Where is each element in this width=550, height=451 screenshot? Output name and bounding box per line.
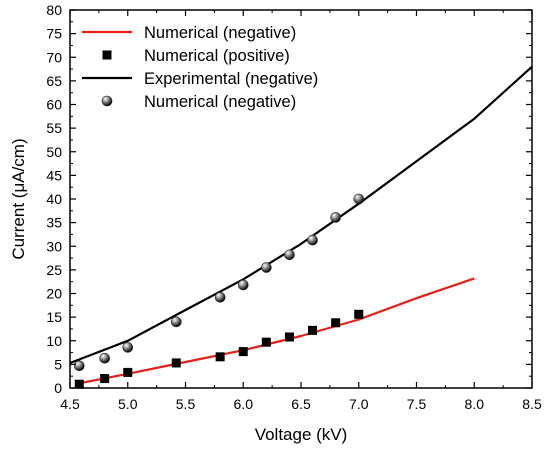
series-3: [73, 193, 365, 372]
x-tick-label: 7.0: [349, 396, 369, 412]
legend: Numerical (negative) Numerical (positive)…: [82, 24, 318, 111]
y-tick-label: 20: [46, 286, 62, 302]
x-tick-label: 5.5: [176, 396, 196, 412]
data-point-sphere: [170, 316, 182, 328]
legend-label: Experimental (negative): [144, 70, 318, 88]
x-tick-label: 5.0: [118, 396, 138, 412]
data-point-square: [354, 309, 364, 319]
x-tick-label: 4.5: [60, 396, 80, 412]
y-tick-label: 75: [46, 26, 62, 42]
x-tick-label: 6.5: [291, 396, 311, 412]
series-line: [78, 277, 475, 385]
y-tick-label: 15: [46, 309, 62, 325]
legend-label: Numerical (positive): [144, 47, 290, 65]
series-1: [74, 309, 364, 389]
y-tick-label: 65: [46, 73, 62, 89]
data-point-square: [284, 332, 294, 342]
x-tick-label: 7.5: [407, 396, 427, 412]
y-tick-label: 10: [46, 333, 62, 349]
data-point-square: [74, 379, 84, 389]
y-tick-label: 30: [46, 238, 62, 254]
data-point-square: [308, 325, 318, 335]
legend-square-marker: [102, 50, 112, 60]
data-point-sphere: [99, 352, 110, 364]
x-axis-title: Voltage (kV): [255, 425, 348, 444]
data-point-square: [261, 337, 271, 347]
data-point-square: [215, 352, 225, 362]
data-point-square: [123, 367, 133, 377]
y-tick-label: 80: [46, 2, 62, 18]
data-point-sphere: [330, 212, 341, 223]
y-tick-label: 70: [46, 49, 62, 65]
x-tick-label: 8.0: [465, 396, 485, 412]
y-tick-label: 35: [46, 215, 62, 231]
x-tick-label: 6.0: [234, 396, 254, 412]
legend-label: Numerical (negative): [144, 93, 296, 111]
y-tick-label: 0: [54, 380, 62, 396]
data-point-square: [100, 374, 110, 384]
data-point-sphere: [73, 360, 85, 372]
plot-marks: [69, 65, 533, 389]
axes: 4.5 5.0 5.5 6.0 6.5 7.0 7.5 8.0 8.5 0 5 10 15 20 25 30 3…: [46, 2, 542, 412]
y-tick-label: 60: [46, 97, 62, 113]
series-0: [78, 277, 475, 385]
y-tick-label: 40: [46, 191, 62, 207]
data-point-sphere: [237, 279, 249, 291]
data-point-sphere: [214, 291, 226, 303]
y-tick-label: 55: [46, 120, 62, 136]
data-point-sphere: [307, 234, 318, 246]
data-point-sphere: [284, 249, 295, 261]
data-point-square: [238, 347, 248, 357]
y-axis-title: Current (μA/cm): [9, 138, 28, 259]
data-point-sphere: [122, 342, 134, 353]
data-point-sphere: [353, 193, 365, 205]
series-line: [69, 65, 533, 365]
y-tick-label: 25: [46, 262, 62, 278]
y-tick-label: 5: [54, 356, 62, 372]
series-2: [69, 65, 533, 365]
data-point-square: [171, 358, 181, 368]
y-tick-label: 45: [46, 167, 62, 183]
x-tick-label: 8.5: [522, 396, 542, 412]
legend-label: Numerical (negative): [144, 24, 296, 42]
data-point-sphere: [261, 262, 272, 273]
legend-sphere-marker: [101, 95, 113, 107]
y-tick-label: 50: [46, 144, 62, 160]
plot-frame: [69, 9, 533, 389]
data-point-square: [331, 318, 341, 328]
